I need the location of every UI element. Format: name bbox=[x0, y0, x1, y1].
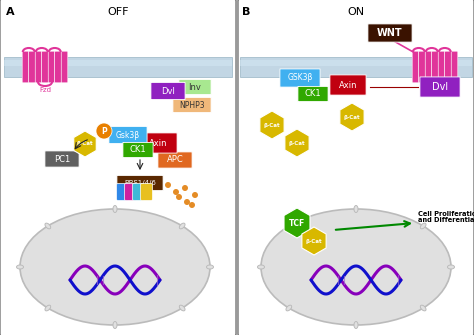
Polygon shape bbox=[340, 103, 364, 131]
Polygon shape bbox=[302, 227, 326, 255]
FancyBboxPatch shape bbox=[173, 97, 211, 113]
Text: P: P bbox=[101, 127, 107, 135]
Text: Dvl: Dvl bbox=[161, 86, 175, 95]
Text: β-Cat: β-Cat bbox=[289, 140, 305, 145]
Ellipse shape bbox=[286, 305, 292, 311]
FancyBboxPatch shape bbox=[109, 126, 147, 144]
FancyBboxPatch shape bbox=[4, 57, 232, 77]
Circle shape bbox=[182, 185, 188, 191]
FancyBboxPatch shape bbox=[451, 51, 458, 83]
Text: Axin: Axin bbox=[149, 138, 167, 147]
FancyBboxPatch shape bbox=[330, 75, 366, 95]
Text: PC1: PC1 bbox=[54, 154, 70, 163]
FancyBboxPatch shape bbox=[158, 152, 192, 168]
FancyBboxPatch shape bbox=[420, 77, 460, 97]
FancyBboxPatch shape bbox=[133, 184, 145, 201]
FancyBboxPatch shape bbox=[280, 69, 320, 87]
FancyBboxPatch shape bbox=[140, 184, 153, 201]
Text: Inv: Inv bbox=[189, 82, 201, 91]
FancyBboxPatch shape bbox=[368, 24, 412, 42]
Ellipse shape bbox=[286, 223, 292, 229]
Ellipse shape bbox=[45, 305, 51, 311]
Text: Axin: Axin bbox=[339, 80, 357, 89]
Ellipse shape bbox=[113, 322, 117, 329]
FancyBboxPatch shape bbox=[425, 51, 432, 83]
Text: Gsk3β: Gsk3β bbox=[116, 131, 140, 139]
FancyBboxPatch shape bbox=[432, 51, 438, 83]
Ellipse shape bbox=[45, 223, 51, 229]
FancyBboxPatch shape bbox=[151, 82, 185, 99]
Ellipse shape bbox=[354, 205, 358, 212]
Text: NPHP3: NPHP3 bbox=[179, 100, 205, 110]
FancyBboxPatch shape bbox=[419, 51, 425, 83]
FancyBboxPatch shape bbox=[298, 86, 328, 102]
Circle shape bbox=[192, 192, 198, 198]
Ellipse shape bbox=[17, 265, 24, 269]
FancyBboxPatch shape bbox=[55, 51, 61, 83]
Polygon shape bbox=[285, 129, 309, 157]
Ellipse shape bbox=[257, 265, 264, 269]
FancyBboxPatch shape bbox=[0, 0, 236, 335]
Text: β-Cat: β-Cat bbox=[306, 239, 322, 244]
FancyBboxPatch shape bbox=[29, 51, 35, 83]
FancyBboxPatch shape bbox=[35, 51, 42, 83]
FancyBboxPatch shape bbox=[123, 142, 153, 157]
Circle shape bbox=[176, 194, 182, 200]
FancyBboxPatch shape bbox=[139, 133, 177, 153]
Ellipse shape bbox=[420, 223, 426, 229]
FancyBboxPatch shape bbox=[238, 0, 474, 335]
Polygon shape bbox=[284, 208, 310, 238]
FancyBboxPatch shape bbox=[45, 151, 79, 167]
Text: WNT: WNT bbox=[377, 28, 403, 38]
Circle shape bbox=[96, 123, 112, 139]
Text: GSK3β: GSK3β bbox=[287, 73, 313, 82]
Text: ON: ON bbox=[347, 7, 365, 17]
FancyBboxPatch shape bbox=[445, 51, 451, 83]
FancyBboxPatch shape bbox=[125, 184, 137, 201]
Circle shape bbox=[173, 189, 179, 195]
Text: OFF: OFF bbox=[107, 7, 129, 17]
Text: Fzd: Fzd bbox=[39, 87, 51, 93]
FancyBboxPatch shape bbox=[22, 51, 29, 83]
Text: CK1: CK1 bbox=[130, 145, 146, 154]
Text: B: B bbox=[242, 7, 250, 17]
Circle shape bbox=[165, 182, 171, 188]
Text: Dvl: Dvl bbox=[432, 82, 448, 92]
FancyBboxPatch shape bbox=[42, 51, 48, 83]
Ellipse shape bbox=[261, 209, 451, 325]
FancyBboxPatch shape bbox=[117, 176, 163, 191]
Ellipse shape bbox=[179, 305, 185, 311]
Text: β-Cat: β-Cat bbox=[344, 115, 360, 120]
Circle shape bbox=[184, 199, 190, 205]
Ellipse shape bbox=[354, 322, 358, 329]
Text: β-Cat: β-Cat bbox=[264, 123, 280, 128]
FancyBboxPatch shape bbox=[4, 60, 232, 66]
Text: A: A bbox=[6, 7, 15, 17]
Text: BBS1/4/6: BBS1/4/6 bbox=[124, 180, 156, 186]
Text: CK1: CK1 bbox=[305, 89, 321, 98]
FancyBboxPatch shape bbox=[412, 51, 419, 83]
Ellipse shape bbox=[113, 205, 117, 212]
Ellipse shape bbox=[447, 265, 455, 269]
Text: APC: APC bbox=[167, 155, 183, 164]
Ellipse shape bbox=[207, 265, 213, 269]
Ellipse shape bbox=[179, 223, 185, 229]
FancyBboxPatch shape bbox=[438, 51, 445, 83]
Text: β-Cat: β-Cat bbox=[77, 141, 93, 146]
Ellipse shape bbox=[20, 209, 210, 325]
Polygon shape bbox=[260, 111, 284, 139]
Polygon shape bbox=[74, 131, 96, 157]
Text: TCF: TCF bbox=[289, 218, 305, 227]
FancyBboxPatch shape bbox=[179, 79, 211, 94]
FancyBboxPatch shape bbox=[240, 60, 472, 66]
Circle shape bbox=[189, 202, 195, 208]
FancyBboxPatch shape bbox=[240, 57, 472, 77]
FancyBboxPatch shape bbox=[48, 51, 55, 83]
Ellipse shape bbox=[420, 305, 426, 311]
FancyBboxPatch shape bbox=[61, 51, 68, 83]
FancyBboxPatch shape bbox=[117, 184, 128, 201]
Text: Cell Proliferation
and Differentiation: Cell Proliferation and Differentiation bbox=[418, 210, 474, 223]
